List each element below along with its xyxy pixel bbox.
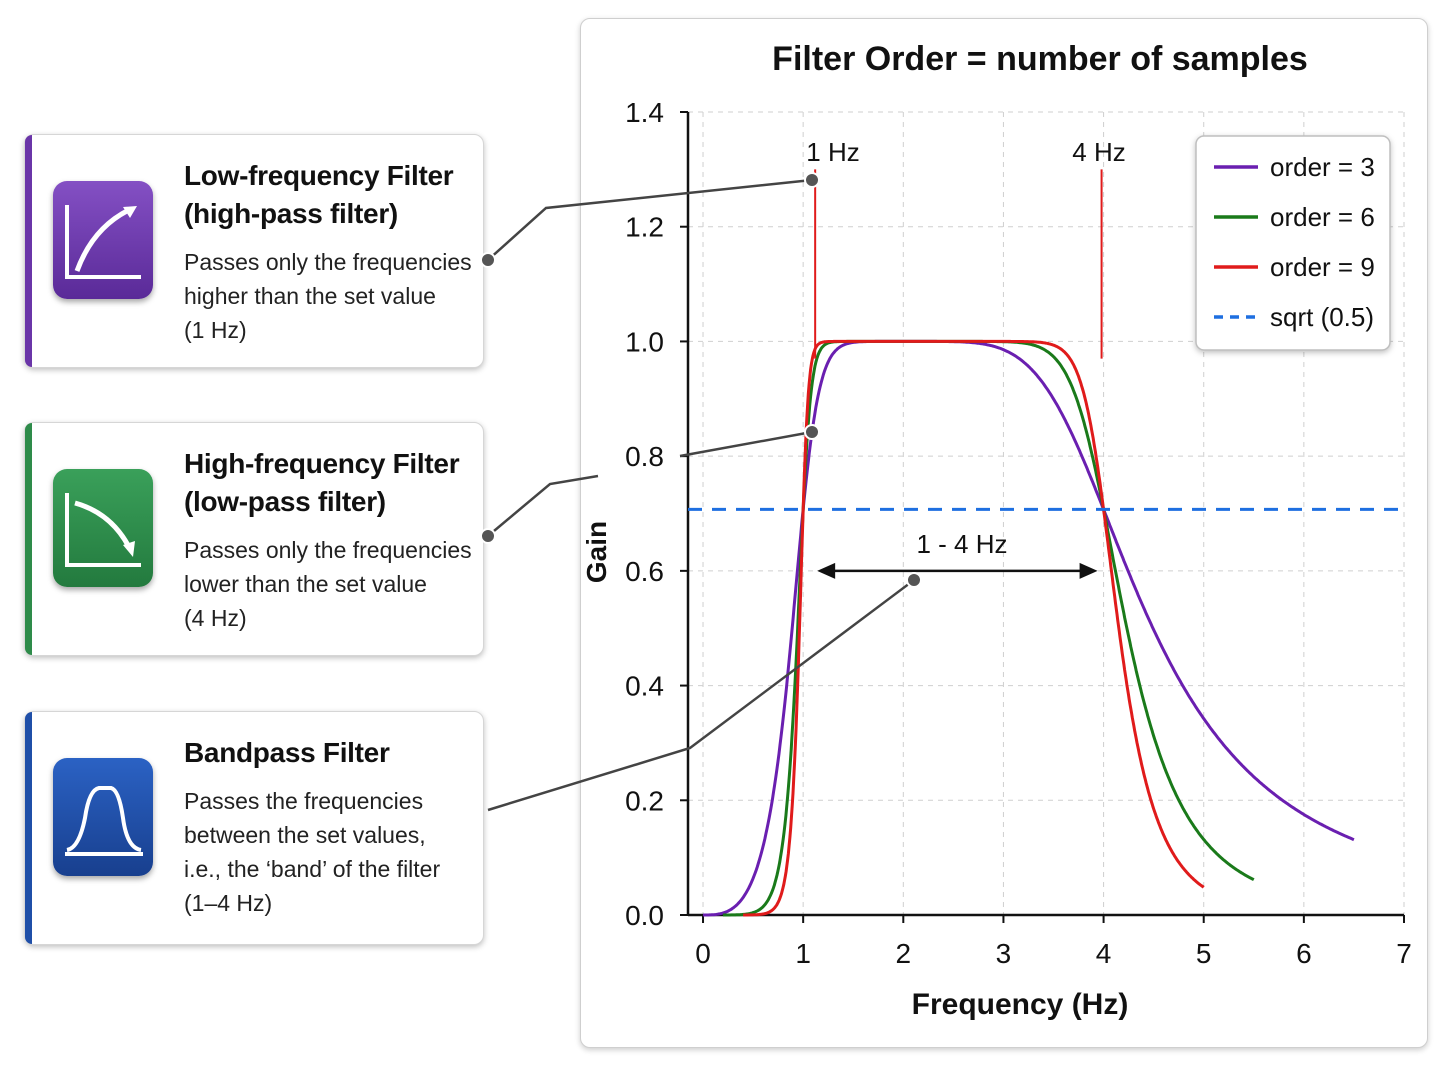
y-tick-label: 0.4 [625,671,664,702]
high-cut-label: 4 Hz [1072,137,1125,167]
y-tick-label: 0.2 [625,785,664,816]
legend: order = 3 order = 6 order = 9 sqrt (0.5) [1195,135,1391,351]
card-subtitle: (low-pass filter) [184,486,386,517]
card-desc-line: between the set values, [184,822,426,848]
connector-lowpass [487,474,599,537]
card-desc-line: higher than the set value [184,283,436,309]
card-desc-line: i.e., the ‘band’ of the filter [184,856,441,882]
connector-dot [804,424,820,440]
series-line-order-9 [743,339,1205,917]
bandpass-shape-icon [53,758,153,876]
legend-box [1195,135,1391,351]
legend-label: order = 6 [1270,202,1375,232]
falling-curve-icon [53,469,153,587]
x-axis-label: Frequency (Hz) [912,988,1129,1021]
connector-dot [906,572,922,588]
x-tick-label: 7 [1396,938,1412,969]
low-cut-label: 1 Hz [806,137,859,167]
y-tick-label: 1.0 [625,326,664,357]
rising-curve-icon [53,181,153,299]
card-desc-line: Passes the frequencies [184,788,424,814]
series-layer [688,339,1404,917]
legend-label: sqrt (0.5) [1270,302,1374,332]
card-desc-line: (1–4 Hz) [184,890,273,916]
x-tick-label: 5 [1196,938,1212,969]
y-tick-label: 0.6 [625,556,664,587]
card-desc-line: (4 Hz) [184,605,247,631]
card-title: Bandpass Filter [184,737,390,768]
chart-title: Filter Order = number of samples [772,40,1308,78]
band-label: 1 - 4 Hz [916,529,1007,559]
connector-dot [480,252,496,268]
series-line-order-6 [723,339,1255,917]
card-desc-line: (1 Hz) [184,317,247,343]
x-tick-label: 0 [695,938,711,969]
bandpass-card: Bandpass Filter Passes the frequencies b… [24,711,484,945]
x-tick-label: 2 [896,938,912,969]
card-accent-bar [25,423,32,655]
card-desc-line: Passes only the frequencies [184,249,472,275]
x-tick-label: 3 [996,938,1012,969]
card-subtitle: (high-pass filter) [184,198,398,229]
y-tick-label: 0.8 [625,441,664,472]
callout-dots [480,172,922,588]
card-accent-bar [25,712,32,944]
x-tick-label: 1 [795,938,811,969]
axes-layer: 0 1 2 3 4 5 6 7 0.0 0.2 0.4 0.6 0.8 1.0 1.2 1.4 [625,97,1412,969]
connector-dot [804,172,820,188]
y-tick-label: 1.4 [625,97,664,128]
x-tick-label: 6 [1296,938,1312,969]
y-axis-label: Gain [581,521,612,583]
connector-dot [480,528,496,544]
card-title: High-frequency Filter [184,448,460,479]
annotation-layer [814,169,1103,579]
card-desc-line: Passes only the frequencies [184,537,472,563]
band-arrow-right-head [1079,562,1098,579]
connector-lowpass-inner [679,430,813,458]
connector-bandpass [487,579,915,812]
card-desc-line: lower than the set value [184,571,427,597]
card-title: Low-frequency Filter [184,160,454,191]
y-tick-label: 0.0 [625,900,664,931]
x-tick-label: 4 [1096,938,1112,969]
lowpass-card: High-frequency Filter (low-pass filter) … [24,422,484,656]
card-accent-bar [25,135,32,367]
connector-highpass [487,178,813,261]
legend-label: order = 9 [1270,252,1375,282]
callout-connectors [487,178,915,812]
y-tick-label: 1.2 [625,212,664,243]
legend-label: order = 3 [1270,152,1375,182]
highpass-card: Low-frequency Filter (high-pass filter) … [24,134,484,368]
band-arrow-left-head [817,562,836,579]
